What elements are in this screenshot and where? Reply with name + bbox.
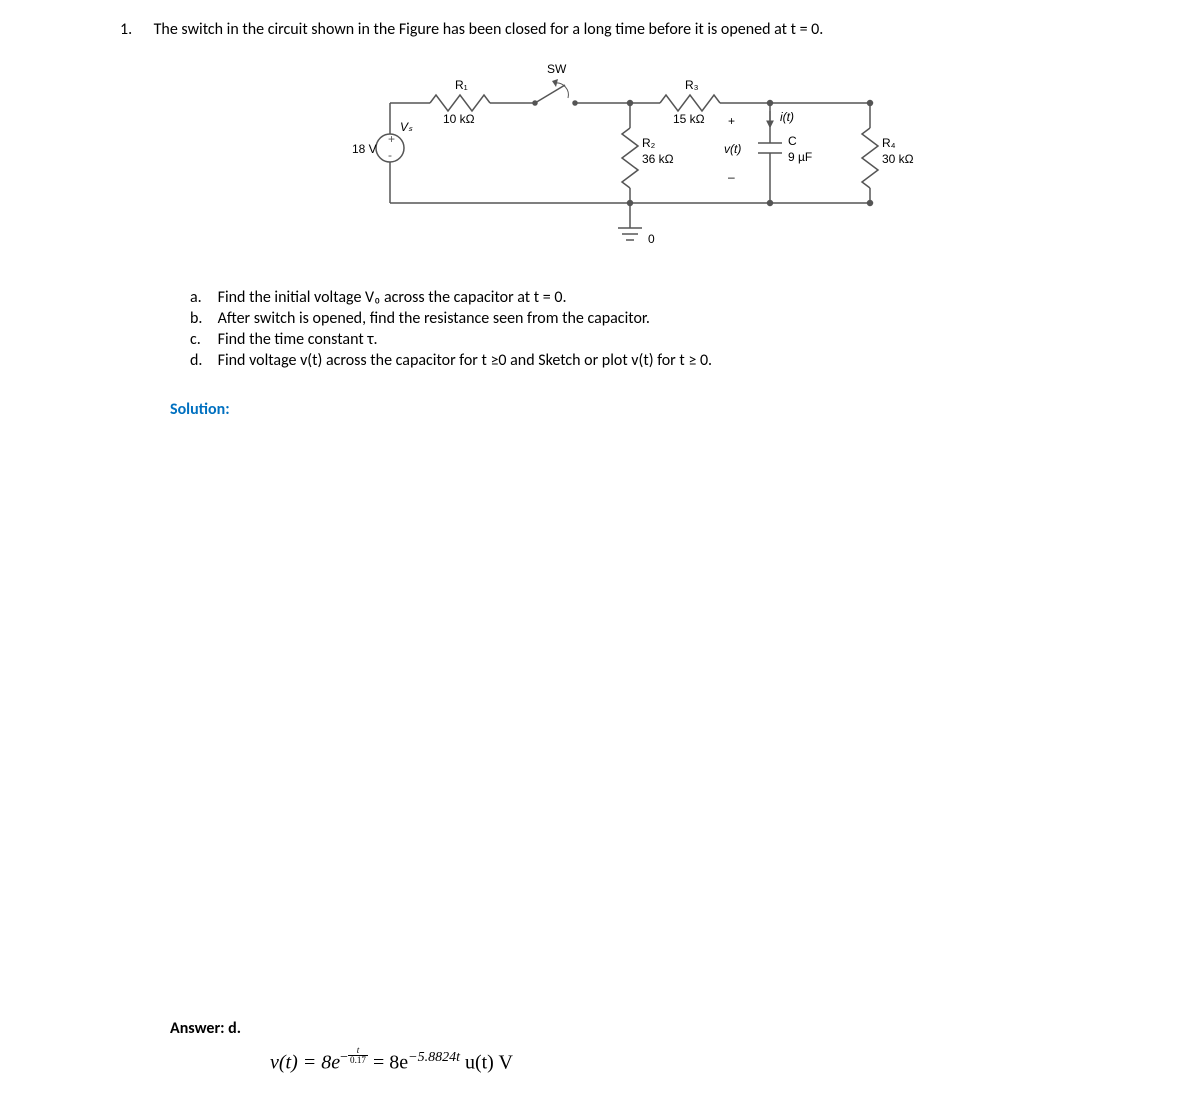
c-value: 9 µF xyxy=(788,150,812,164)
function-sign: – xyxy=(728,170,735,184)
problem-text: The switch in the circuit shown in the F… xyxy=(154,20,824,39)
vs-value: 18 V xyxy=(352,142,377,156)
i-t-label: i(t) xyxy=(780,110,794,124)
plus-sign: + xyxy=(728,114,735,128)
problem-number: 1. xyxy=(120,20,150,39)
r2-label: R₂ xyxy=(642,136,656,150)
c-label: C xyxy=(788,134,797,148)
question-text: Find the initial voltage V₀ across the c… xyxy=(218,288,567,307)
svg-text:-: - xyxy=(388,148,392,162)
ground-label: 0 xyxy=(648,232,655,246)
question-text: After switch is opened, find the resista… xyxy=(218,309,650,328)
solution-heading: Solution: xyxy=(170,400,1140,419)
question-c: c. Find the time constant τ. xyxy=(190,330,1140,349)
formula-mid: = 8e xyxy=(373,1051,408,1073)
question-a: a. Find the initial voltage V₀ across th… xyxy=(190,288,1140,307)
r1-label: R₁ xyxy=(455,78,468,92)
question-letter: d. xyxy=(190,351,214,370)
answer-heading: Answer: d. xyxy=(170,1019,1140,1038)
r3-label: R₃ xyxy=(685,78,699,92)
question-d: d. Find voltage v(t) across the capacito… xyxy=(190,351,1140,370)
switch-label: SW xyxy=(547,62,567,76)
question-text: Find the time constant τ. xyxy=(218,330,378,349)
v-t-label: v(t) xyxy=(724,142,741,156)
answer-block: Answer: d. v(t) = 8e−t0.17 = 8e−5.8824t … xyxy=(170,1019,1140,1074)
question-text: Find voltage v(t) across the capacitor f… xyxy=(218,351,712,370)
formula-tail: u(t) V xyxy=(465,1051,513,1073)
r4-label: R₄ xyxy=(882,136,896,150)
problem-statement: 1. The switch in the circuit shown in th… xyxy=(120,20,1140,39)
r3-value: 15 kΩ xyxy=(673,112,705,126)
r4-value: 30 kΩ xyxy=(882,152,914,166)
question-letter: b. xyxy=(190,309,214,328)
svg-text:+: + xyxy=(388,132,395,146)
r2-value: 36 kΩ xyxy=(642,152,674,166)
questions-list: a. Find the initial voltage V₀ across th… xyxy=(190,288,1140,370)
question-b: b. After switch is opened, find the resi… xyxy=(190,309,1140,328)
question-letter: c. xyxy=(190,330,214,349)
vs-label: Vₛ xyxy=(400,120,413,134)
r1-value: 10 kΩ xyxy=(443,112,475,126)
formula-lhs: v(t) = 8e xyxy=(270,1051,340,1073)
circuit-diagram: + - xyxy=(120,43,1140,268)
question-letter: a. xyxy=(190,288,214,307)
answer-formula: v(t) = 8e−t0.17 = 8e−5.8824t u(t) V xyxy=(270,1048,1140,1074)
